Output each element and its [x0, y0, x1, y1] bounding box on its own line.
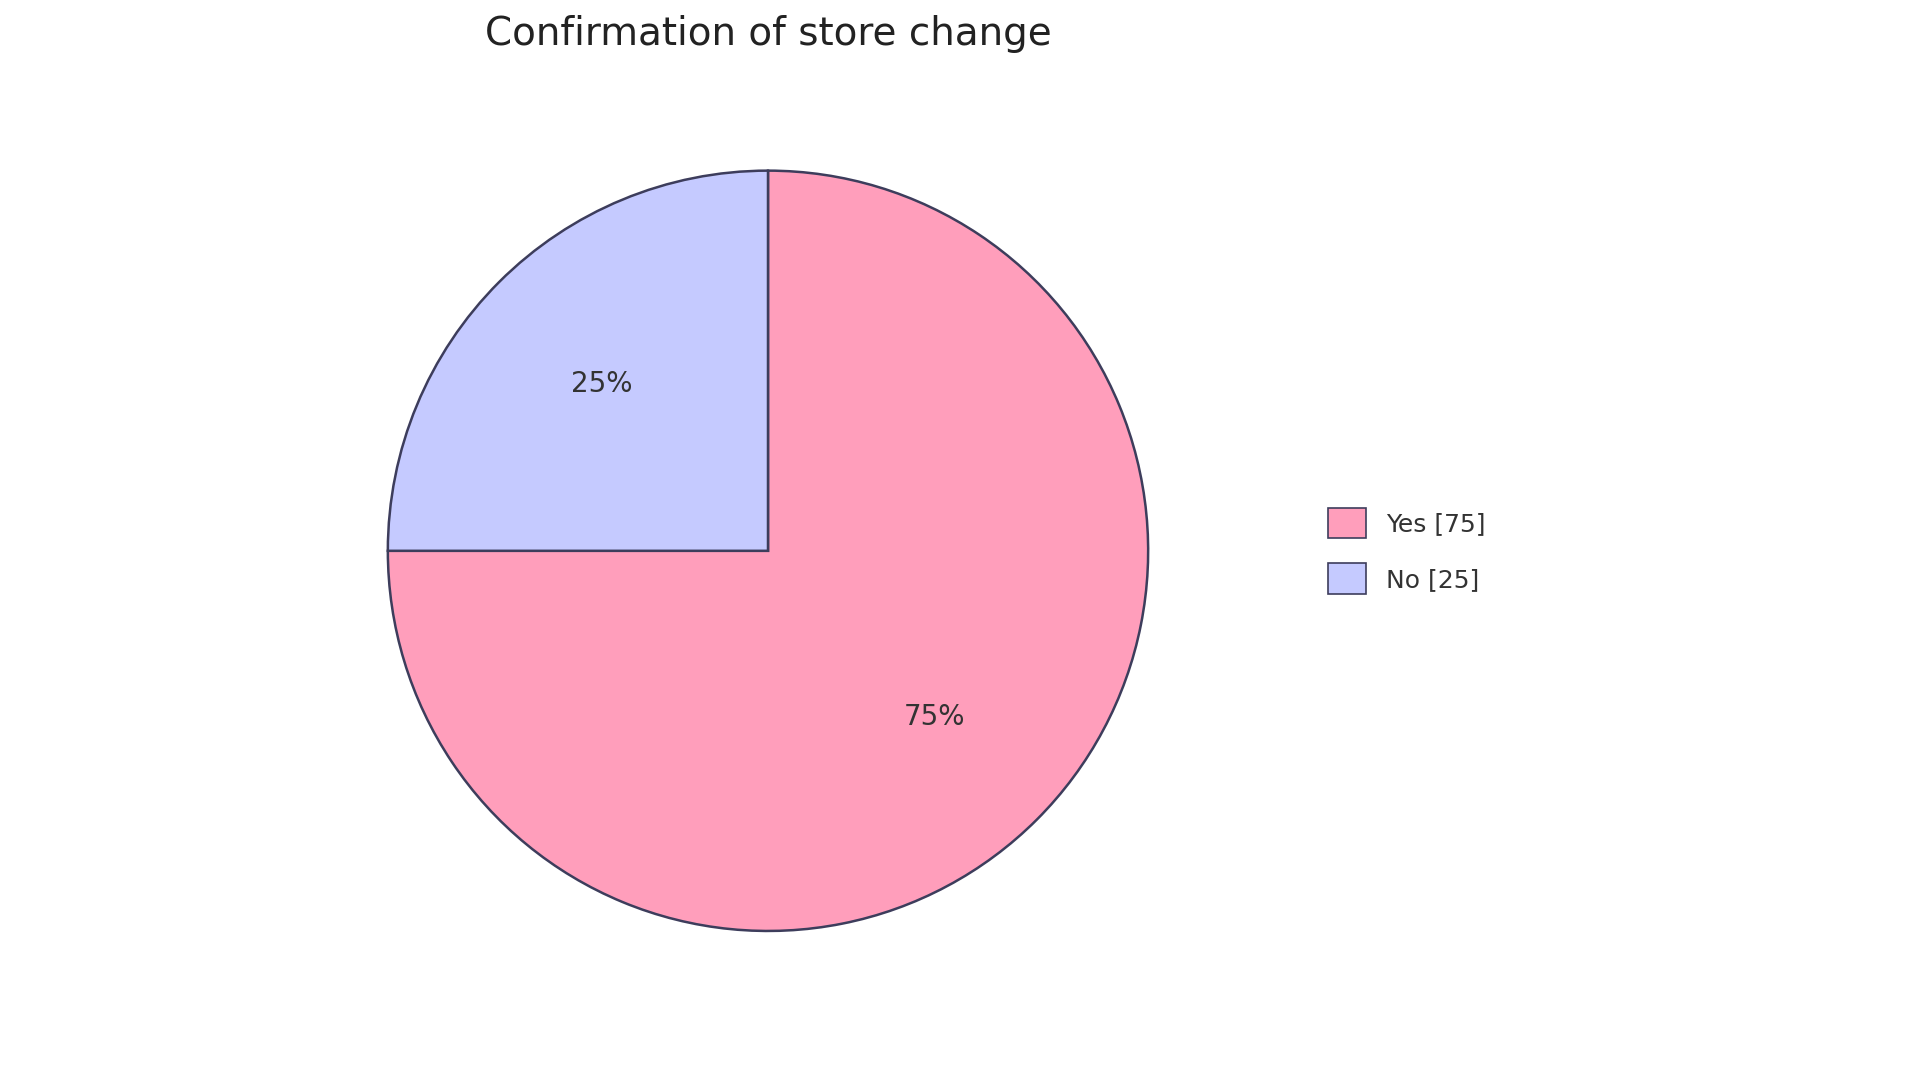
Wedge shape [388, 171, 1148, 931]
Text: 75%: 75% [904, 703, 966, 731]
Legend: Yes [75], No [25]: Yes [75], No [25] [1304, 483, 1511, 619]
Text: 25%: 25% [570, 370, 632, 399]
Wedge shape [388, 171, 768, 551]
Title: Confirmation of store change: Confirmation of store change [484, 15, 1052, 53]
